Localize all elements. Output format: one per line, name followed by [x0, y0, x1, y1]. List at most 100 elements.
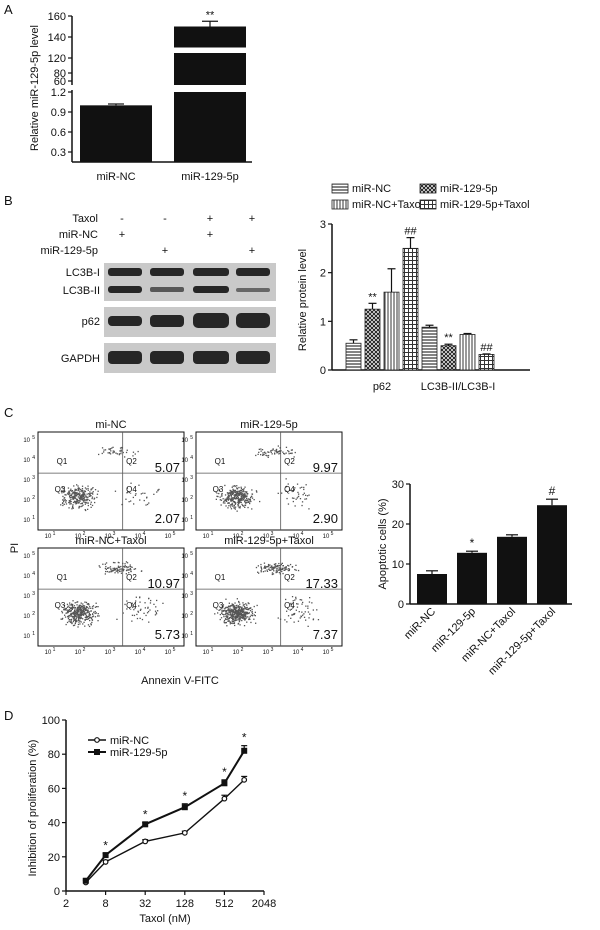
event-dot	[229, 611, 231, 613]
event-dot	[302, 494, 304, 496]
event-dot	[85, 607, 87, 609]
event-dot	[226, 625, 228, 627]
event-dot	[85, 606, 87, 608]
event-dot	[238, 601, 240, 604]
event-dot	[307, 607, 309, 609]
band-label-lc3b-ii: LC3B-II	[63, 285, 100, 297]
data-point	[221, 795, 228, 802]
event-dot	[88, 499, 91, 502]
event-dot	[73, 611, 75, 613]
event-dot	[80, 606, 82, 608]
event-dot	[126, 562, 129, 564]
event-dot	[231, 611, 233, 613]
event-dot	[243, 494, 245, 496]
event-dot	[75, 494, 77, 496]
event-dot	[71, 490, 73, 492]
event-dot	[68, 501, 71, 503]
event-dot	[65, 609, 67, 611]
event-dot	[243, 493, 245, 496]
event-dot	[294, 487, 296, 489]
event-dot	[246, 501, 248, 504]
legend-label: miR-129-5p	[440, 183, 497, 195]
event-dot	[66, 609, 68, 611]
event-dot	[281, 492, 283, 494]
event-dot	[281, 568, 283, 571]
event-dot	[67, 615, 69, 617]
event-dot	[80, 614, 82, 616]
event-dot	[87, 624, 90, 626]
event-dot	[81, 502, 83, 504]
event-dot	[73, 612, 75, 614]
event-dot	[81, 494, 83, 496]
data-point	[142, 838, 149, 845]
y-axis-label: Apoptotic cells (%)	[377, 498, 389, 589]
event-dot	[278, 453, 280, 455]
y-tick-label: 10	[23, 634, 30, 640]
event-dot	[221, 606, 223, 608]
event-dot	[226, 613, 228, 615]
event-dot	[233, 620, 235, 622]
event-dot	[263, 452, 266, 454]
event-dot	[245, 613, 247, 615]
event-dot	[80, 616, 82, 618]
event-dot	[84, 494, 86, 496]
event-dot	[300, 615, 302, 617]
event-dot	[96, 493, 99, 495]
x-tick-label: 10	[75, 534, 82, 540]
event-dot	[242, 608, 244, 611]
event-dot	[82, 605, 84, 607]
event-dot	[84, 613, 86, 615]
event-dot	[130, 568, 132, 571]
event-dot	[82, 610, 84, 612]
event-dot	[290, 603, 292, 606]
event-dot	[122, 612, 124, 614]
event-dot	[141, 618, 144, 621]
event-dot	[275, 449, 278, 451]
event-dot	[242, 614, 244, 616]
event-dot	[63, 604, 66, 607]
event-dot	[293, 613, 295, 615]
event-dot	[126, 487, 128, 489]
event-dot	[87, 485, 89, 487]
event-dot	[295, 569, 297, 571]
event-dot	[233, 614, 235, 616]
event-dot	[301, 486, 303, 488]
event-dot	[92, 605, 95, 607]
event-dot	[90, 610, 92, 612]
event-dot	[114, 562, 116, 564]
event-dot	[231, 504, 233, 506]
band-label-lc3b-i: LC3B-I	[66, 267, 100, 279]
event-dot	[244, 504, 247, 506]
event-dot	[97, 490, 99, 492]
event-dot	[229, 489, 231, 492]
event-dot	[232, 492, 234, 495]
y-tick-label: 10	[23, 478, 30, 484]
event-dot	[230, 494, 233, 497]
event-dot	[227, 496, 229, 498]
event-dot	[238, 618, 240, 620]
event-dot	[154, 610, 157, 612]
event-dot	[72, 624, 75, 627]
y-tick-label: 0.3	[51, 147, 66, 159]
event-dot	[133, 503, 135, 505]
western-blot: Taxol miR-NC miR-129-5p - - + + + + + + …	[41, 213, 276, 373]
event-dot	[233, 622, 235, 624]
event-dot	[270, 566, 273, 568]
event-dot	[237, 498, 240, 501]
event-dot	[276, 570, 278, 572]
event-dot	[78, 506, 80, 508]
event-dot	[227, 620, 229, 622]
event-dot	[74, 618, 76, 621]
event-dot	[66, 603, 69, 605]
event-dot	[133, 614, 136, 617]
event-dot	[279, 573, 281, 575]
x-tick-label: 128	[176, 898, 194, 910]
event-dot	[68, 501, 70, 504]
event-dot	[228, 614, 230, 616]
significance-mark: *	[470, 536, 475, 550]
event-dot	[92, 615, 95, 617]
event-dot	[296, 603, 298, 605]
event-dot	[104, 567, 107, 570]
event-dot	[237, 606, 240, 608]
event-dot	[243, 615, 246, 617]
